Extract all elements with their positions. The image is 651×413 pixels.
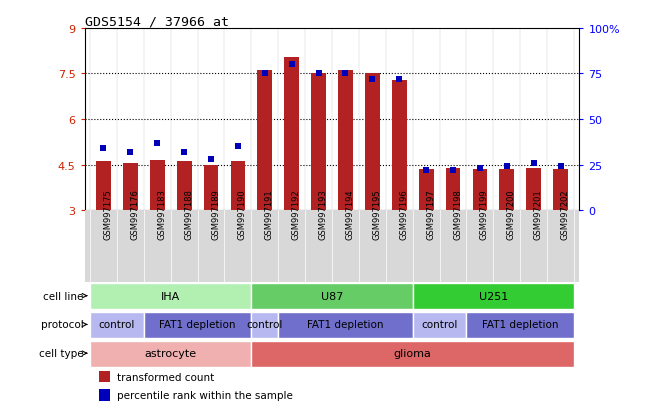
Text: GSM997201: GSM997201 — [534, 189, 543, 240]
Bar — [230, 162, 245, 211]
Bar — [392, 81, 407, 211]
Bar — [150, 161, 165, 211]
Text: GSM997196: GSM997196 — [399, 189, 408, 240]
Text: GSM997199: GSM997199 — [480, 189, 489, 240]
Bar — [467, 312, 574, 338]
Bar — [144, 312, 251, 338]
Bar — [123, 164, 138, 211]
Bar — [365, 74, 380, 211]
Bar — [338, 71, 353, 211]
Bar — [311, 74, 326, 211]
Bar — [446, 168, 460, 211]
Text: control: control — [421, 320, 458, 330]
Text: GSM997183: GSM997183 — [158, 189, 166, 240]
Bar — [96, 162, 111, 211]
Bar — [100, 371, 111, 382]
Bar — [413, 284, 574, 309]
Text: control: control — [99, 320, 135, 330]
Bar — [90, 341, 251, 367]
Text: GSM997193: GSM997193 — [318, 189, 327, 240]
Bar — [251, 341, 574, 367]
Bar — [473, 170, 488, 211]
Bar — [204, 165, 218, 211]
Text: FAT1 depletion: FAT1 depletion — [159, 320, 236, 330]
Text: GSM997175: GSM997175 — [104, 189, 113, 240]
Text: control: control — [247, 320, 283, 330]
Text: U87: U87 — [321, 291, 343, 301]
Text: GSM997191: GSM997191 — [265, 189, 274, 240]
Text: GSM997190: GSM997190 — [238, 189, 247, 240]
Text: FAT1 depletion: FAT1 depletion — [482, 320, 559, 330]
Text: cell type: cell type — [38, 348, 83, 358]
Bar — [251, 312, 278, 338]
Text: GSM997188: GSM997188 — [184, 189, 193, 240]
Text: FAT1 depletion: FAT1 depletion — [307, 320, 383, 330]
Bar — [278, 312, 413, 338]
Bar — [499, 170, 514, 211]
Text: percentile rank within the sample: percentile rank within the sample — [117, 390, 293, 400]
Bar — [413, 312, 467, 338]
Text: U251: U251 — [478, 291, 508, 301]
Text: cell line: cell line — [43, 291, 83, 301]
Bar — [176, 162, 191, 211]
Text: IHA: IHA — [161, 291, 180, 301]
Bar — [526, 168, 541, 211]
Text: GSM997189: GSM997189 — [211, 189, 220, 240]
Text: GSM997195: GSM997195 — [372, 189, 381, 240]
Bar — [257, 71, 272, 211]
Text: GSM997200: GSM997200 — [506, 189, 516, 240]
Text: GSM997197: GSM997197 — [426, 189, 435, 240]
Text: protocol: protocol — [40, 320, 83, 330]
Text: GSM997198: GSM997198 — [453, 189, 462, 240]
Text: transformed count: transformed count — [117, 372, 214, 382]
Bar — [251, 284, 413, 309]
Text: GSM997202: GSM997202 — [561, 189, 570, 240]
Text: GSM997194: GSM997194 — [346, 189, 354, 240]
Text: GSM997192: GSM997192 — [292, 189, 301, 240]
Text: GSM997176: GSM997176 — [130, 189, 139, 240]
Bar — [553, 170, 568, 211]
Text: glioma: glioma — [394, 348, 432, 358]
Text: astrocyte: astrocyte — [145, 348, 197, 358]
Bar — [284, 58, 299, 211]
Text: GDS5154 / 37966_at: GDS5154 / 37966_at — [85, 15, 229, 28]
Bar — [100, 389, 111, 401]
Bar — [90, 312, 144, 338]
Bar — [419, 170, 434, 211]
Bar — [90, 284, 251, 309]
